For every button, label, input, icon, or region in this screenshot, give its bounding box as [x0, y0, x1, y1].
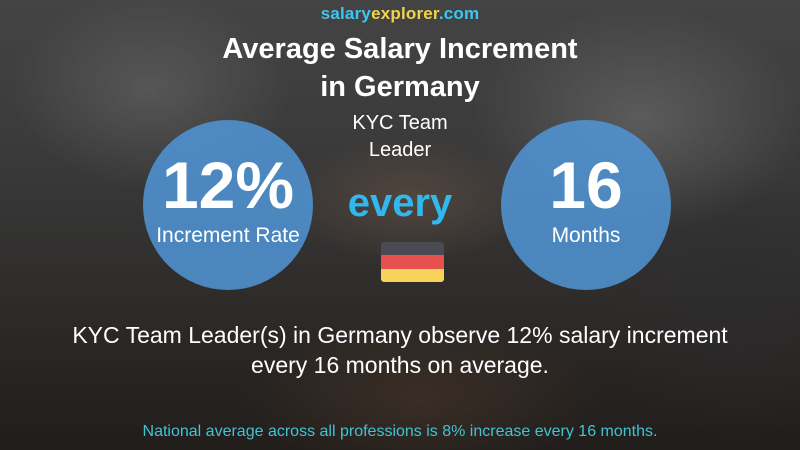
job-title-line-2: Leader	[368, 139, 432, 161]
site-logo: salaryexplorer.com	[0, 4, 800, 24]
summary-line-1: KYC Team Leader(s) in Germany observe 12…	[72, 322, 728, 348]
national-average-note: National average across all professions …	[142, 423, 658, 440]
summary-text: KYC Team Leader(s) in Germany observe 12…	[0, 320, 800, 380]
page-title: Average Salary Increment in Germany	[0, 30, 800, 106]
every-connector: every	[347, 181, 453, 225]
increment-rate-value: 12%	[161, 148, 295, 222]
increment-rate-label: Increment Rate	[156, 224, 300, 247]
frequency-value: 16	[549, 148, 623, 222]
title-line-1: Average Salary Increment	[222, 33, 578, 65]
flag-stripe-red	[381, 255, 444, 269]
increment-rate-circle: 12% Increment Rate	[143, 120, 313, 290]
title-line-2: in Germany	[320, 71, 480, 103]
flag-stripe-gold	[381, 268, 444, 282]
logo-salary: salary	[320, 4, 372, 23]
job-title-line-1: KYC Team	[352, 112, 448, 134]
germany-flag-icon	[381, 242, 444, 282]
job-title: KYC Team Leader	[0, 110, 800, 164]
frequency-circle: 16 Months	[501, 120, 671, 290]
flag-stripe-black	[381, 242, 444, 256]
summary-line-2: every 16 months on average.	[251, 352, 549, 378]
logo-domain: .com	[438, 4, 480, 23]
logo-explorer: explorer	[371, 4, 439, 23]
frequency-label: Months	[551, 224, 621, 247]
